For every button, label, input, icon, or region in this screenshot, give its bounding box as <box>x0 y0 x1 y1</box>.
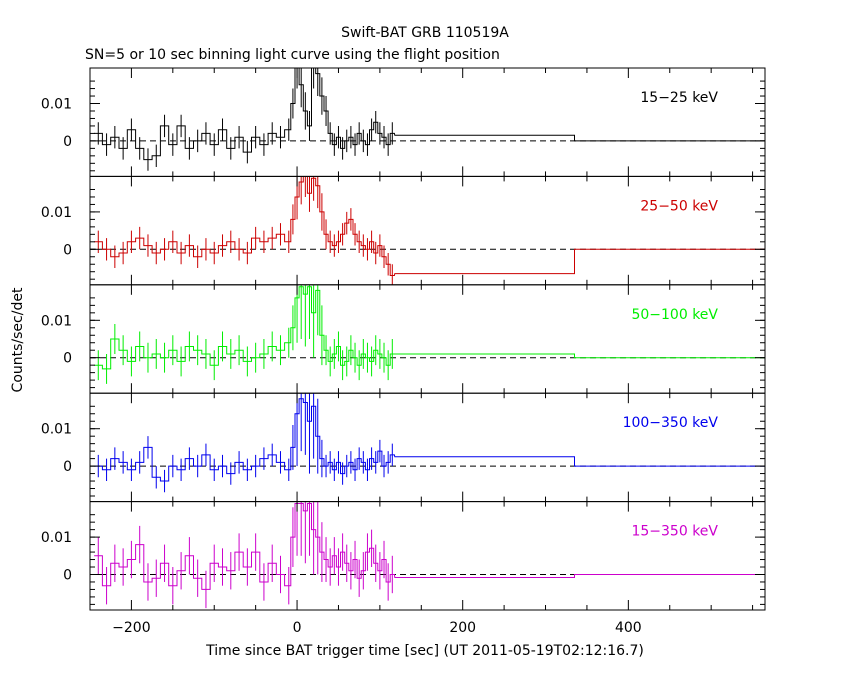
series-group <box>94 68 765 171</box>
series-line <box>94 286 765 370</box>
x-axis-label: Time since BAT trigger time [sec] (UT 20… <box>205 643 644 659</box>
y-tick-label: 0 <box>63 134 72 150</box>
y-tick-label: 0.01 <box>41 530 72 546</box>
y-tick-label: 0.01 <box>41 313 72 329</box>
x-tick-label: −200 <box>112 620 150 636</box>
x-tick-label: 0 <box>293 620 302 636</box>
panel-band-label: 15−350 keV <box>631 524 718 540</box>
series-line <box>94 398 765 482</box>
x-tick-label: 400 <box>615 620 642 636</box>
panel-band-label: 50−100 keV <box>631 307 718 323</box>
panel-band-label: 100−350 keV <box>623 415 719 431</box>
panel-band-label: 25−50 keV <box>640 198 718 214</box>
panel-frame <box>89 175 766 286</box>
panel-stack: 0 0.01 15−25 keV 0 0.01 25−50 keV 0 0.01 50−100 … <box>41 67 766 636</box>
panel-50-100-kev: 0 0.01 50−100 keV <box>41 284 766 394</box>
y-tick-label: 0.01 <box>41 205 72 221</box>
panel-frame <box>89 284 766 394</box>
series-line <box>94 503 765 590</box>
y-tick-label: 0.01 <box>41 97 72 113</box>
series-group <box>94 501 765 609</box>
panel-frame <box>89 501 766 611</box>
panel-100-350-kev: 0 0.01 100−350 keV <box>41 392 766 503</box>
y-tick-label: 0 <box>63 459 72 475</box>
x-tick-label: 200 <box>449 620 476 636</box>
panel-frame <box>89 67 766 177</box>
y-tick-label: 0 <box>63 242 72 258</box>
y-tick-label: 0 <box>63 567 72 583</box>
y-tick-label: 0 <box>63 351 72 367</box>
chart-subtitle: SN=5 or 10 sec binning light curve using… <box>85 47 500 63</box>
series-group <box>94 284 765 384</box>
panel-25-50-kev: 0 0.01 25−50 keV <box>41 175 766 286</box>
series-group <box>94 393 765 493</box>
y-tick-label: 0.01 <box>41 422 72 438</box>
y-axis-label: Counts/sec/det <box>10 287 26 392</box>
series-group <box>94 176 765 285</box>
series-line <box>94 68 765 161</box>
chart-title: Swift-BAT GRB 110519A <box>341 25 509 41</box>
panel-band-label: 15−25 keV <box>640 90 718 106</box>
panel-15-25-kev: 0 0.01 15−25 keV <box>41 67 766 177</box>
panel-frame <box>89 392 766 503</box>
panel-15-350-kev: 0 0.01 15−350 keV <box>41 501 766 611</box>
series-line <box>94 176 765 276</box>
